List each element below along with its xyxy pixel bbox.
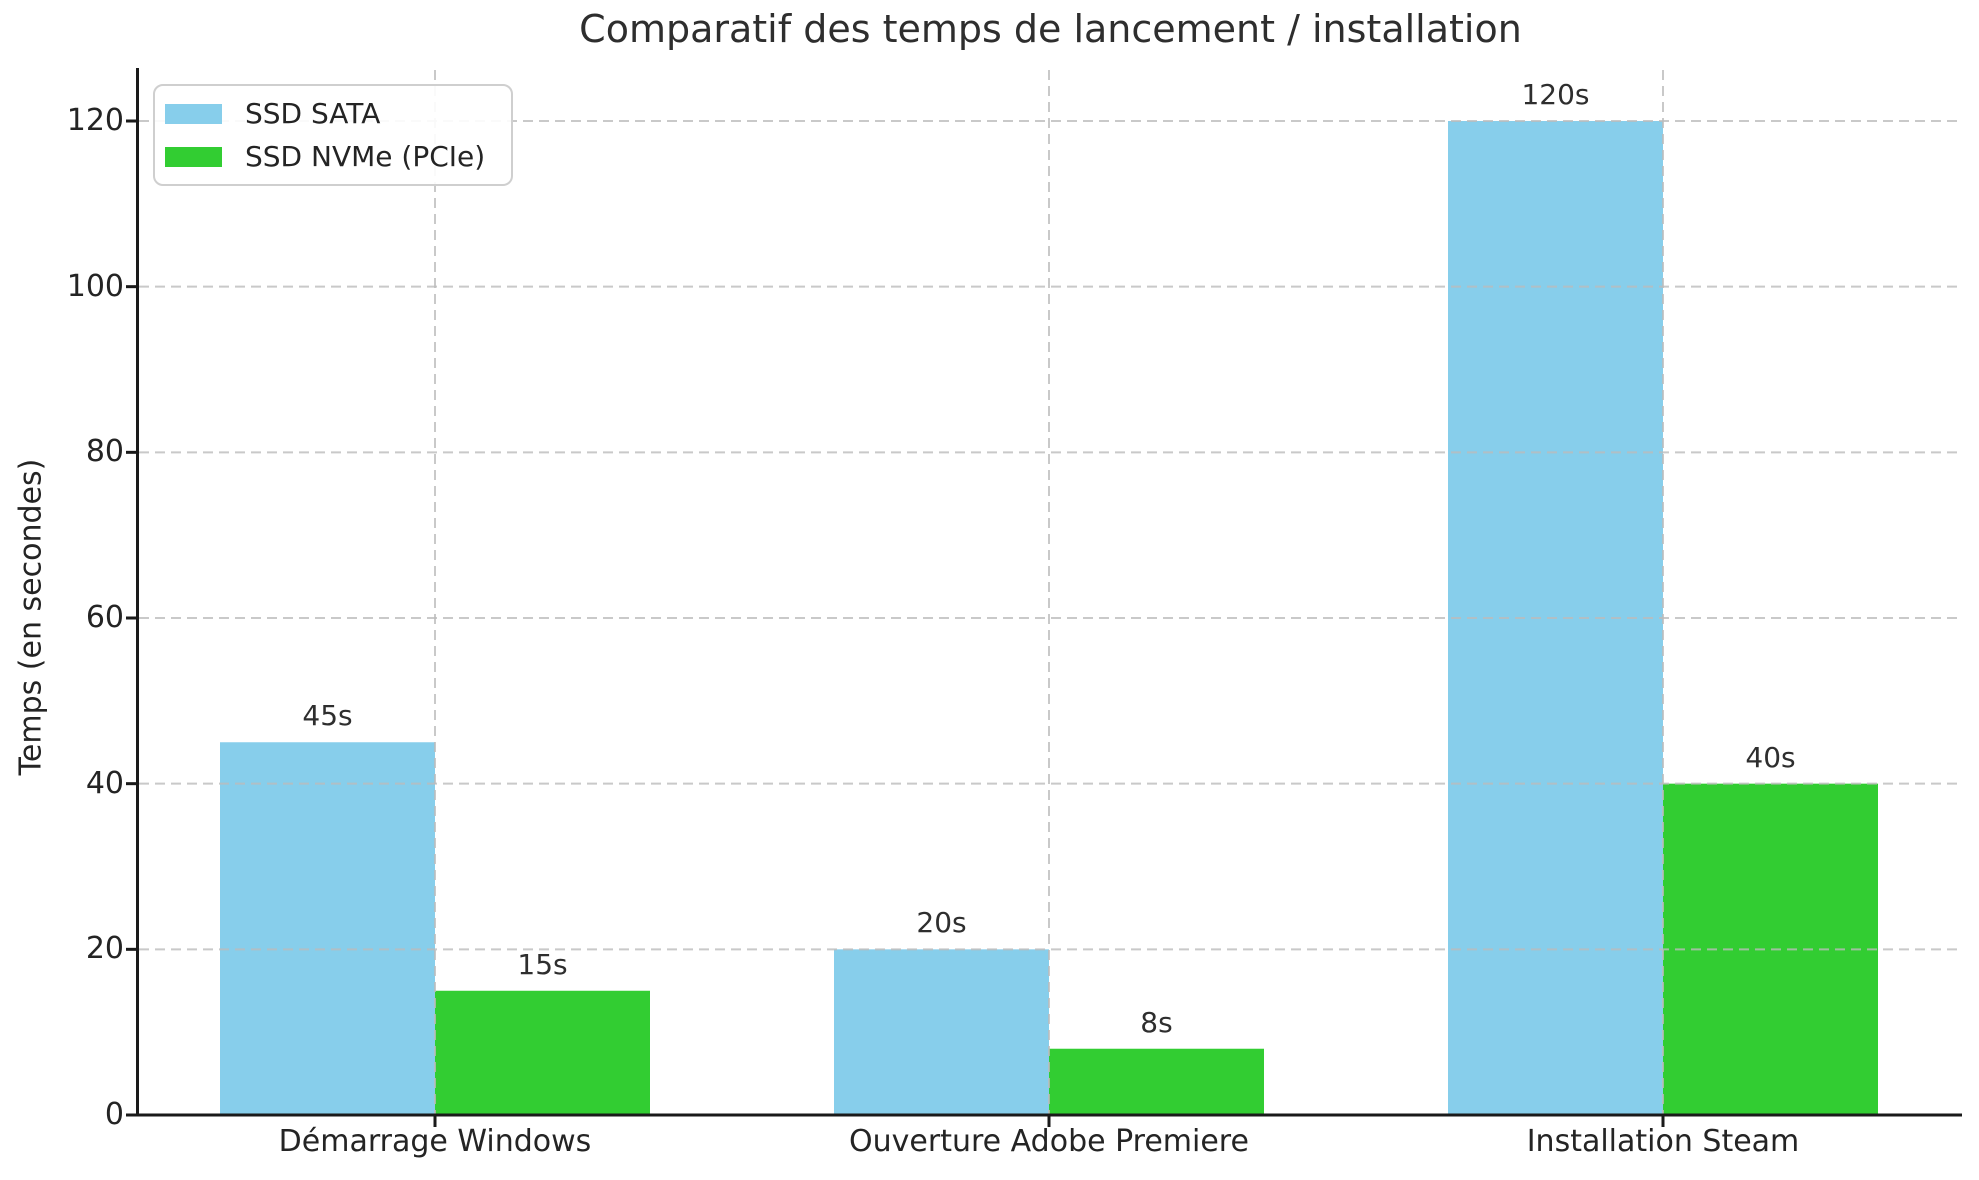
bar-value-label-series0-cat1: 20s — [916, 906, 967, 940]
x-tick-label-1: Ouverture Adobe Premiere — [849, 1124, 1249, 1159]
y-tick-label-0: 0 — [104, 1097, 124, 1132]
bar-series1-cat1 — [1049, 1048, 1264, 1115]
bar-value-label-series1-cat2: 40s — [1745, 740, 1796, 774]
bar-series0-cat0 — [220, 742, 435, 1115]
bar-value-label-series1-cat1: 8s — [1140, 1005, 1173, 1039]
legend-item-1: SSD NVMe (PCIe) — [165, 140, 485, 173]
legend-label-1: SSD NVMe (PCIe) — [245, 140, 486, 173]
legend-swatch-1 — [165, 146, 222, 167]
y-tick-label-120: 120 — [66, 103, 124, 138]
y-tick-label-60: 60 — [85, 600, 124, 635]
bar-series0-cat1 — [834, 949, 1049, 1115]
bar-value-label-series1-cat0: 15s — [517, 947, 568, 981]
y-tick-label-40: 40 — [85, 765, 124, 801]
legend: SSD SATA SSD NVMe (PCIe) — [153, 84, 514, 186]
x-tick-label-0: Démarrage Windows — [278, 1124, 592, 1159]
x-tick-label-2: Installation Steam — [1526, 1124, 1800, 1159]
bar-value-label-series0-cat0: 45s — [302, 699, 353, 733]
bar-value-label-series0-cat2: 120s — [1521, 78, 1590, 111]
y-tick-label-80: 80 — [85, 434, 124, 470]
y-tick-label-100: 100 — [66, 268, 124, 304]
legend-item-0: SSD SATA — [165, 97, 485, 130]
legend-label-0: SSD SATA — [245, 97, 381, 130]
chart-title: Comparatif des temps de lancement / inst… — [579, 7, 1522, 51]
legend-swatch-0 — [165, 103, 222, 124]
bar-series1-cat0 — [435, 990, 650, 1115]
y-tick-label-20: 20 — [85, 931, 124, 967]
